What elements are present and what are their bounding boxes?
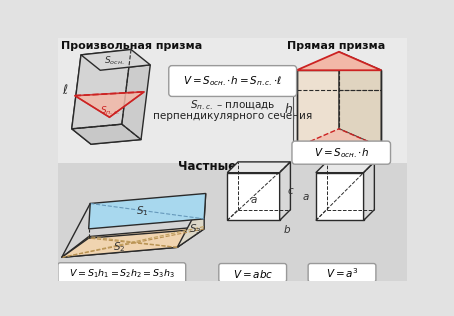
Text: Произвольная призма: Произвольная призма — [61, 41, 202, 51]
Polygon shape — [91, 65, 150, 144]
Text: Прямая призма: Прямая призма — [287, 41, 385, 51]
Polygon shape — [62, 227, 204, 257]
Polygon shape — [316, 173, 364, 221]
Text: $S_1$: $S_1$ — [136, 204, 149, 218]
Polygon shape — [58, 163, 408, 281]
Text: $c$: $c$ — [287, 186, 295, 196]
Polygon shape — [296, 52, 339, 147]
Polygon shape — [280, 162, 291, 221]
FancyBboxPatch shape — [169, 66, 296, 96]
Polygon shape — [177, 193, 206, 247]
Text: Частные случаи: Частные случаи — [178, 160, 288, 173]
Polygon shape — [122, 50, 150, 140]
Polygon shape — [296, 52, 381, 70]
FancyBboxPatch shape — [58, 263, 186, 283]
Text: $S_3$: $S_3$ — [188, 222, 201, 236]
Text: $V = a^3$: $V = a^3$ — [326, 267, 358, 280]
Polygon shape — [58, 38, 408, 163]
Polygon shape — [296, 129, 381, 147]
Polygon shape — [72, 124, 141, 144]
Text: $a$: $a$ — [250, 195, 257, 205]
FancyBboxPatch shape — [219, 264, 286, 282]
Polygon shape — [72, 50, 131, 129]
Polygon shape — [339, 52, 381, 147]
Text: $a$: $a$ — [302, 191, 310, 202]
Text: $S_{п.с.}$: $S_{п.с.}$ — [99, 105, 119, 117]
Text: $b$: $b$ — [282, 223, 291, 235]
Text: перпендикулярного сечения: перпендикулярного сечения — [153, 112, 312, 121]
FancyBboxPatch shape — [292, 141, 390, 164]
Polygon shape — [81, 50, 150, 70]
Text: $S_2$: $S_2$ — [113, 240, 126, 254]
Polygon shape — [316, 162, 375, 173]
Polygon shape — [227, 162, 291, 173]
Polygon shape — [62, 229, 204, 257]
FancyBboxPatch shape — [308, 264, 376, 282]
Text: $h$: $h$ — [284, 102, 293, 116]
Text: $V = abc$: $V = abc$ — [232, 268, 273, 280]
Text: $\ell$: $\ell$ — [62, 83, 68, 97]
Text: $S_{п.с.}$ – площадь: $S_{п.с.}$ – площадь — [190, 99, 276, 112]
Polygon shape — [227, 173, 280, 221]
Polygon shape — [72, 55, 100, 144]
Text: $V = S_{осн.}\!\cdot\! h = S_{п.с.}\!\cdot\! \ell$: $V = S_{осн.}\!\cdot\! h = S_{п.с.}\!\cd… — [183, 74, 282, 88]
Polygon shape — [296, 70, 381, 147]
Text: $V = S_{осн.}\!\cdot\! h$: $V = S_{осн.}\!\cdot\! h$ — [314, 146, 369, 160]
Text: $V = S_1 h_1 = S_2 h_2 = S_3 h_3$: $V = S_1 h_1 = S_2 h_2 = S_3 h_3$ — [69, 267, 175, 280]
Polygon shape — [75, 92, 144, 117]
Polygon shape — [89, 193, 206, 229]
Polygon shape — [364, 162, 375, 221]
Text: $S_{осн.}$: $S_{осн.}$ — [104, 55, 124, 67]
